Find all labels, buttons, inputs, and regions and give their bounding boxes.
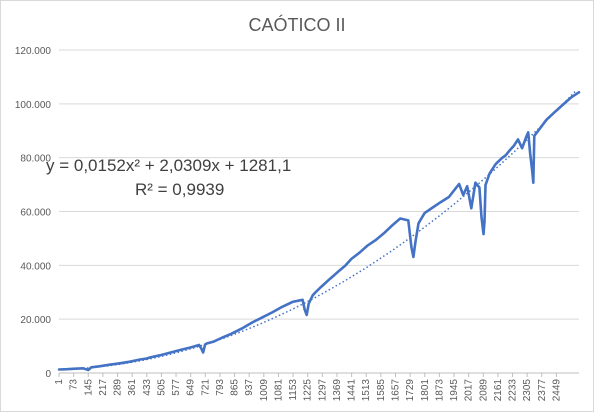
x-tick-label: 2377 xyxy=(537,379,548,402)
x-tick-label: 2305 xyxy=(522,379,533,402)
series-line xyxy=(57,91,581,372)
x-tick-label: 649 xyxy=(186,379,197,396)
x-tick-label: 721 xyxy=(200,379,211,396)
gridlines xyxy=(59,49,579,374)
x-tick-label: 1081 xyxy=(273,379,284,402)
trendline-group xyxy=(58,90,576,371)
x-tick-label: 2449 xyxy=(551,379,562,402)
x-tick-label: 1873 xyxy=(434,379,445,402)
x-tick-label: 1225 xyxy=(303,379,314,402)
x-tick-label: 2017 xyxy=(464,379,475,402)
y-tick-label: 120.000 xyxy=(15,46,52,57)
x-tick-label: 865 xyxy=(230,379,241,396)
x-tick-label: 1441 xyxy=(347,379,358,402)
y-tick-label: 0 xyxy=(45,369,51,380)
chart-title: CAÓTICO II xyxy=(248,14,345,35)
trendline-r-squared: R² = 0,9939 xyxy=(135,180,224,199)
x-tick-label: 2233 xyxy=(508,379,519,402)
x-tick-label: 1297 xyxy=(317,379,328,402)
x-tick-label: 73 xyxy=(69,379,80,391)
x-tick-label: 1801 xyxy=(420,379,431,402)
x-tick-label: 361 xyxy=(127,379,138,396)
x-tick-label: 145 xyxy=(83,379,94,396)
y-tick-label: 60.000 xyxy=(20,208,51,219)
x-tick-label: 937 xyxy=(244,379,255,396)
x-tick-label: 505 xyxy=(156,379,167,396)
x-axis-ticks: 1 73 145 217 289 361 433 505 577 649 721 793 865 937 1… xyxy=(54,373,562,401)
x-tick-label: 1009 xyxy=(259,379,270,402)
x-tick-label: 289 xyxy=(113,379,124,396)
y-tick-label: 40.000 xyxy=(20,261,51,272)
x-tick-label: 1657 xyxy=(391,379,402,402)
x-tick-label: 577 xyxy=(171,379,182,396)
x-tick-label: 793 xyxy=(215,379,226,396)
trendline xyxy=(58,90,576,371)
x-tick-label: 1 xyxy=(54,379,65,385)
series-group xyxy=(57,91,581,372)
x-tick-label: 1513 xyxy=(361,379,372,402)
y-tick-label: 100.000 xyxy=(15,100,52,111)
y-tick-label: 20.000 xyxy=(20,315,51,326)
x-tick-label: 2161 xyxy=(493,379,504,402)
x-tick-label: 1585 xyxy=(376,379,387,402)
trendline-equation: y = 0,0152x² + 2,0309x + 1281,1 xyxy=(46,156,291,175)
x-tick-label: 1729 xyxy=(405,379,416,402)
y-axis-ticks: 0 20.000 40.000 60.000 80.000 100.000 120.000 xyxy=(15,46,52,380)
x-tick-label: 2089 xyxy=(478,379,489,402)
x-tick-label: 1369 xyxy=(332,379,343,402)
y-tick-label: 80.000 xyxy=(20,154,51,165)
x-tick-label: 433 xyxy=(142,379,153,396)
x-tick-label: 1945 xyxy=(449,379,460,402)
x-tick-label: 1153 xyxy=(288,379,299,401)
x-tick-label: 217 xyxy=(98,379,109,396)
